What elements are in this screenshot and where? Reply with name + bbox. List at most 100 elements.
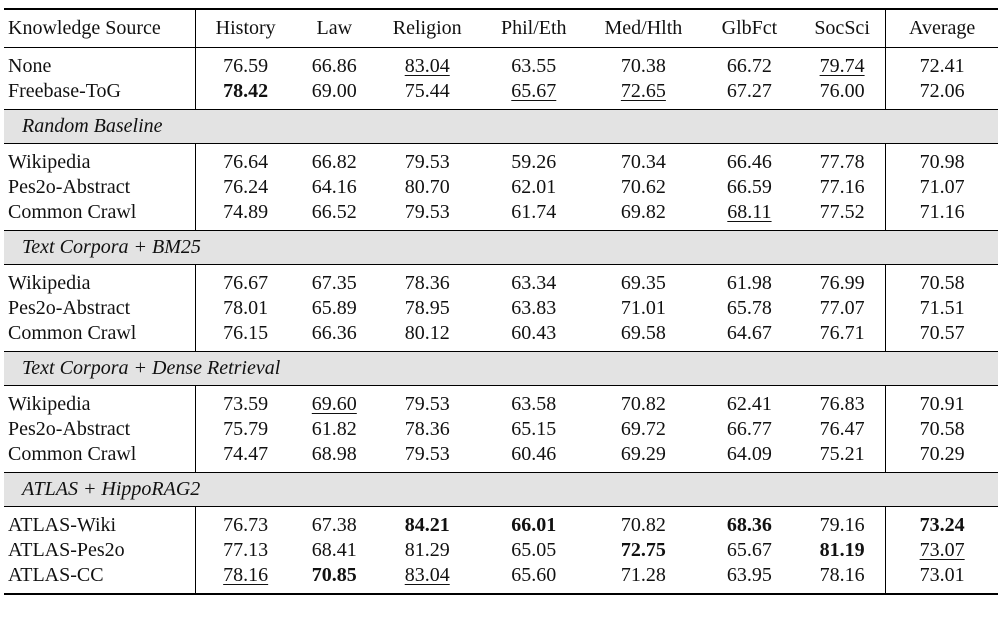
table-row: Wikipedia 76.64 66.82 79.53 59.26 70.34 66.46 7… (4, 143, 998, 176)
cell-value: 65.67 (511, 80, 557, 102)
cell-value: 76.67 (223, 272, 269, 294)
table-cell: 76.47 (799, 417, 886, 442)
table-cell: 68.98 (295, 442, 374, 473)
table-cell: 70.82 (587, 386, 700, 418)
cell-value: 66.72 (726, 55, 772, 77)
cell-value: 78.01 (223, 297, 269, 319)
table-cell: 78.01 (195, 296, 295, 321)
cell-value: 70.34 (620, 151, 666, 173)
table-cell: 62.01 (481, 175, 587, 200)
cell-value: 79.53 (404, 201, 450, 223)
table-cell: 84.21 (374, 507, 481, 539)
table-cell: 78.36 (374, 265, 481, 297)
section-title: ATLAS + HippoRAG2 (4, 472, 998, 507)
row-label: Pes2o-Abstract (8, 297, 131, 319)
header-med-hlth: Med/Hlth (586, 8, 700, 48)
table-cell: 66.46 (700, 144, 799, 176)
cell-value: 78.16 (819, 564, 865, 586)
table-cell: 76.24 (195, 175, 295, 200)
row-label: Wikipedia (8, 272, 91, 294)
cell-value: 80.12 (404, 322, 450, 344)
header-average: Average (885, 8, 998, 48)
cell-value: 69.82 (620, 201, 666, 223)
cell-value: 81.19 (819, 539, 865, 561)
table-cell: 69.29 (587, 442, 700, 473)
table-cell: 76.67 (195, 264, 295, 296)
row-label: Pes2o-Abstract (8, 176, 131, 198)
table-row: ATLAS-CC 78.16 70.85 83.04 65.60 71.28 63.95 78… (4, 563, 998, 595)
section-header-row: ATLAS + HippoRAG2 (4, 472, 998, 507)
table-cell: 64.09 (700, 442, 799, 473)
table-cell: 76.59 (195, 47, 295, 79)
cell-value: 70.29 (919, 443, 965, 465)
cell-value: 66.46 (726, 151, 772, 173)
table-cell: 83.04 (374, 48, 481, 80)
table-cell: 63.34 (481, 265, 587, 297)
cell-value: 79.53 (404, 393, 450, 415)
results-table: Knowledge Source History Law Religion Ph… (4, 8, 998, 595)
cell-value: 61.82 (311, 418, 357, 440)
table-row: Common Crawl 74.47 68.98 79.53 60.46 69.29 64.… (4, 442, 998, 473)
table-cell: 70.57 (885, 321, 998, 352)
header-history: History (195, 8, 295, 48)
table-cell: 66.36 (295, 321, 374, 352)
table-cell: 70.82 (587, 507, 700, 539)
cell-value: 83.04 (404, 55, 450, 77)
table-cell: 72.75 (587, 538, 700, 563)
table-row: Pes2o-Abstract 76.24 64.16 80.70 62.01 70.62 6… (4, 175, 998, 200)
table-cell: 70.34 (587, 144, 700, 176)
table-header: Knowledge Source History Law Religion Ph… (4, 8, 998, 48)
table-row: Pes2o-Abstract 78.01 65.89 78.95 63.83 71.01 6… (4, 296, 998, 321)
cell-value: 79.74 (819, 55, 865, 77)
table-cell: 76.64 (195, 143, 295, 175)
table-cell: 60.43 (481, 321, 587, 352)
table-cell: 65.60 (480, 563, 587, 595)
table-cell: 80.12 (374, 321, 481, 352)
cell-value: 83.04 (404, 564, 450, 586)
table-cell: 78.16 (798, 563, 886, 595)
cell-value: 65.05 (511, 539, 557, 561)
table-cell: 70.85 (294, 563, 374, 595)
section-header-row: Random Baseline (4, 109, 998, 144)
section-title: Random Baseline (4, 109, 998, 144)
cell-value: 74.89 (223, 201, 269, 223)
table-cell: 71.28 (586, 563, 700, 595)
table-cell: 68.11 (700, 200, 799, 231)
table-cell: 77.07 (799, 296, 886, 321)
cell-value: 64.09 (726, 443, 772, 465)
cell-value: 67.38 (311, 514, 357, 536)
table-cell: 62.41 (700, 386, 799, 418)
table-cell: 69.00 (295, 79, 374, 110)
cell-value: 72.65 (620, 80, 666, 102)
cell-value: 78.16 (223, 564, 269, 586)
cell-value: 66.59 (726, 176, 772, 198)
table-cell: 74.47 (195, 442, 295, 473)
row-label: ATLAS-Wiki (8, 514, 117, 536)
table-cell: 72.06 (885, 79, 998, 110)
cell-value: 72.75 (620, 539, 666, 561)
row-label: Freebase-ToG (8, 80, 121, 102)
row-label: Common Crawl (8, 443, 137, 465)
cell-value: 66.82 (311, 151, 357, 173)
section-title: Text Corpora + Dense Retrieval (4, 351, 998, 386)
cell-value: 65.67 (726, 539, 772, 561)
table-cell: 66.72 (700, 48, 799, 80)
cell-value: 79.53 (404, 151, 450, 173)
cell-value: 70.85 (311, 564, 357, 586)
cell-value: 65.60 (511, 564, 557, 586)
table-cell: 77.16 (799, 175, 886, 200)
cell-value: 76.00 (819, 80, 865, 102)
header-law: Law (294, 8, 374, 48)
table-cell: 76.00 (799, 79, 886, 110)
table-cell: 63.95 (699, 563, 799, 595)
cell-value: 76.64 (223, 151, 269, 173)
table-cell: 76.15 (195, 321, 295, 352)
cell-value: 61.74 (511, 201, 557, 223)
cell-value: 63.95 (726, 564, 772, 586)
cell-value: 67.27 (726, 80, 772, 102)
cell-value: 78.36 (404, 272, 450, 294)
table-cell: 65.67 (700, 538, 799, 563)
table-cell: 59.26 (481, 144, 587, 176)
cell-value: 62.41 (726, 393, 772, 415)
table-cell: 64.67 (700, 321, 799, 352)
